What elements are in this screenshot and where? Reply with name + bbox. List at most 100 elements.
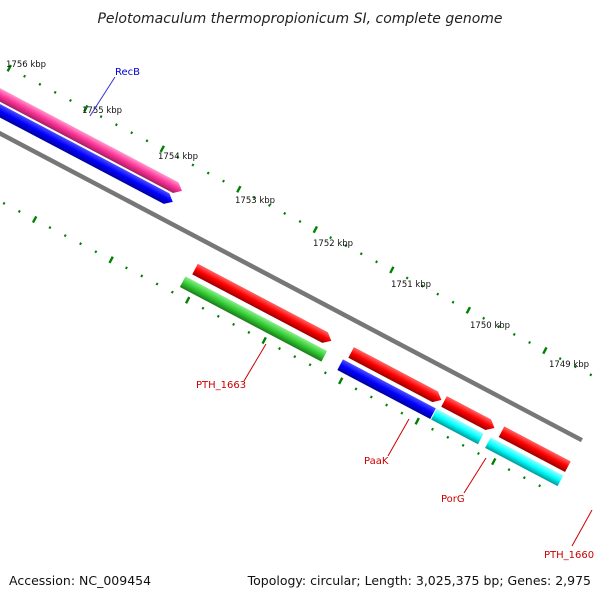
inner-minor-tick — [400, 411, 404, 415]
kbp-label: 1750 kbp — [470, 321, 510, 331]
outer-minor-tick — [69, 98, 72, 102]
inner-minor-tick — [293, 355, 297, 359]
gene-label-pth-1663[interactable]: PTH_1663 — [196, 380, 246, 391]
outer-minor-tick — [283, 211, 287, 215]
porg-leader — [463, 457, 487, 494]
inner-minor-tick — [538, 484, 542, 488]
kbp-label: 1754 kbp — [158, 152, 198, 162]
feature-recb-blue[interactable] — [0, 76, 176, 207]
outer-minor-tick — [451, 300, 455, 304]
outer-minor-tick — [574, 365, 577, 369]
outer-major-tick — [312, 225, 319, 234]
kbp-label: 1753 kbp — [235, 196, 275, 206]
outer-minor-tick — [436, 292, 440, 296]
inner-minor-tick — [431, 427, 434, 431]
inner-minor-tick — [63, 234, 67, 238]
inner-minor-tick — [94, 250, 98, 254]
outer-major-tick — [465, 306, 472, 314]
outer-tick-row — [6, 64, 593, 377]
outer-minor-tick — [375, 260, 378, 264]
map-title: Pelotomaculum thermopropionicum SI, comp… — [97, 11, 502, 27]
inner-minor-tick — [446, 435, 450, 439]
outer-minor-tick — [298, 219, 302, 224]
kbp-label: 1751 kbp — [391, 280, 431, 290]
pth-1663-leader — [243, 343, 267, 382]
feature-pth-1663-green[interactable] — [179, 276, 328, 362]
inner-minor-tick — [323, 371, 327, 375]
kbp-label: 1756 kbp — [6, 60, 46, 70]
outer-minor-tick — [145, 139, 149, 143]
genome-summary-text: Topology: circular; Length: 3,025,375 bp… — [247, 573, 591, 588]
outer-major-tick — [6, 64, 12, 72]
inner-minor-tick — [354, 387, 358, 391]
outer-minor-tick — [99, 115, 103, 119]
inner-minor-tick — [201, 306, 205, 310]
inner-tick-row — [2, 201, 542, 488]
outer-minor-tick — [421, 284, 424, 288]
gene-label-pth-1660[interactable]: PTH_1660 — [544, 550, 594, 561]
inner-minor-tick — [278, 347, 281, 351]
feature-paak-blue[interactable] — [337, 359, 436, 420]
outer-major-tick — [389, 266, 395, 274]
feature-recb-pink[interactable] — [0, 64, 185, 196]
inner-major-tick — [31, 215, 38, 224]
inner-minor-tick — [125, 266, 128, 270]
outer-minor-tick — [497, 324, 501, 328]
outer-minor-tick — [23, 74, 27, 78]
outer-major-tick — [236, 185, 242, 193]
outer-minor-tick — [267, 203, 271, 207]
outer-minor-tick — [176, 155, 180, 159]
feature-pth-1660-cyan[interactable] — [485, 437, 564, 487]
outer-major-tick — [83, 104, 89, 113]
outer-minor-tick — [38, 82, 42, 86]
inner-major-tick — [184, 296, 191, 304]
outer-major-tick — [159, 145, 165, 153]
feature-porg-red[interactable] — [441, 396, 497, 433]
inner-minor-tick — [170, 290, 174, 294]
inner-minor-tick — [79, 242, 82, 246]
outer-minor-tick — [222, 179, 225, 183]
outer-minor-tick — [114, 123, 118, 127]
feature-porg-cyan[interactable] — [431, 408, 484, 445]
outer-minor-tick — [482, 316, 486, 320]
inner-minor-tick — [232, 322, 236, 326]
inner-minor-tick — [476, 451, 480, 455]
outer-minor-tick — [53, 90, 57, 94]
gene-label-recb[interactable]: RecB — [115, 67, 140, 78]
inner-minor-tick — [2, 201, 6, 205]
kbp-labels: 1756 kbp 1755 kbp 1754 kbp 1753 kbp 1752… — [6, 60, 589, 370]
outer-minor-tick — [359, 252, 363, 256]
feature-pth-1660-red[interactable] — [498, 426, 571, 473]
outer-minor-tick — [252, 195, 256, 199]
inner-minor-tick — [216, 314, 220, 318]
gene-label-porg[interactable]: PorG — [441, 494, 465, 505]
inner-minor-tick — [369, 395, 373, 399]
gene-label-paak[interactable]: PaaK — [364, 456, 389, 467]
inner-minor-tick — [247, 330, 251, 334]
kbp-label: 1749 kbp — [549, 360, 589, 370]
inner-major-tick — [108, 256, 114, 264]
inner-major-tick — [338, 377, 344, 385]
feature-pth-1663-red[interactable] — [192, 263, 334, 346]
outer-minor-tick — [589, 373, 593, 377]
feature-paak-red[interactable] — [348, 347, 444, 405]
outer-minor-tick — [206, 171, 210, 175]
gene-label-leaders — [89, 76, 593, 547]
inner-major-tick — [261, 336, 267, 345]
outer-major-tick — [542, 346, 548, 355]
inner-minor-tick — [385, 403, 389, 407]
outer-minor-tick — [130, 131, 134, 135]
outer-minor-tick — [512, 332, 516, 336]
inner-minor-tick — [140, 274, 144, 278]
kbp-label: 1752 kbp — [313, 239, 353, 249]
inner-minor-tick — [507, 468, 511, 472]
kbp-label: 1755 kbp — [82, 106, 122, 116]
outer-minor-tick — [558, 357, 562, 361]
recb-leader — [89, 76, 116, 117]
outer-minor-tick — [191, 163, 195, 167]
inner-minor-tick — [461, 443, 465, 447]
inner-major-tick — [491, 457, 497, 466]
outer-minor-tick — [528, 340, 532, 345]
